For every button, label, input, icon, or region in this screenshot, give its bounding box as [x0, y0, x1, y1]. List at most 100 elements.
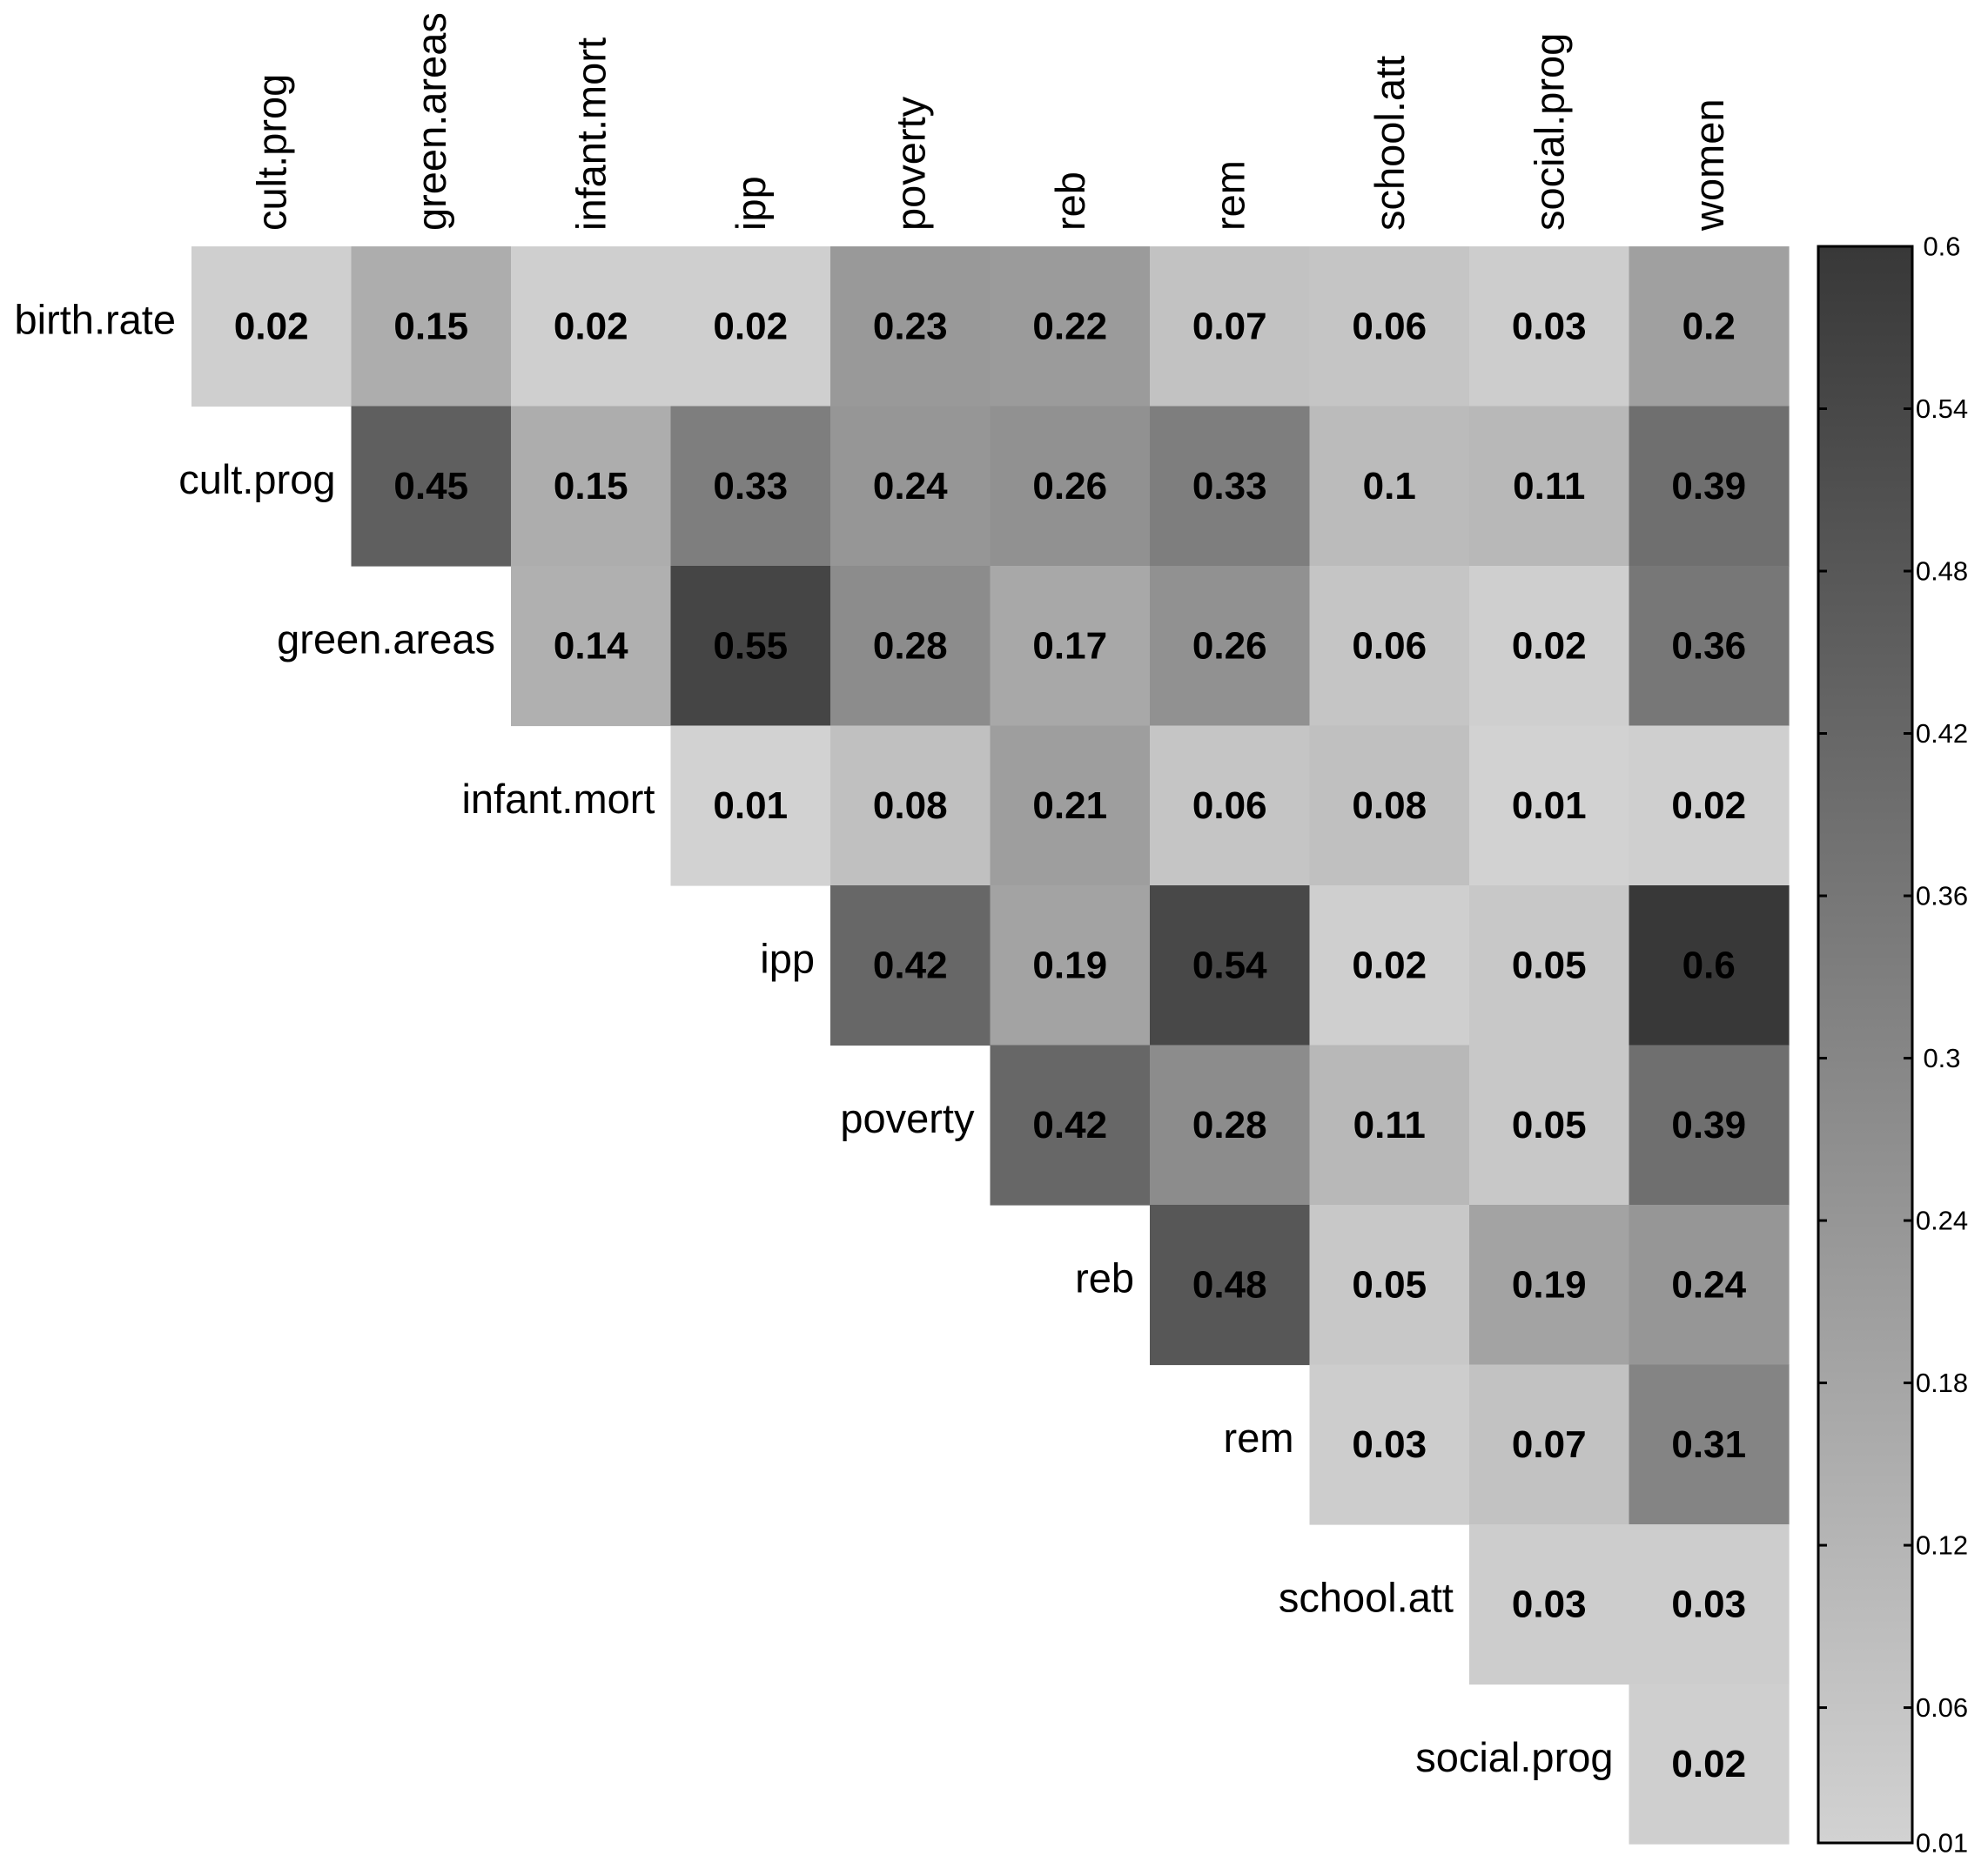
cell-value-label: 0.01 — [1512, 784, 1587, 827]
heatmap-cell-birth.rate-ipp — [670, 246, 831, 407]
colorbar-tick-label: 0.3 — [1923, 1043, 1960, 1073]
cell-value-label: 0.02 — [234, 305, 309, 347]
cell-value-label: 0.6 — [1682, 944, 1736, 986]
cell-value-label: 0.03 — [1512, 1583, 1587, 1625]
colorbar-tick-label: 0.12 — [1916, 1530, 1968, 1561]
cell-value-label: 0.24 — [873, 465, 948, 508]
heatmap-cell-green.areas-ipp — [670, 566, 831, 727]
heatmap-cell-green.areas-women — [1629, 566, 1790, 727]
cell-value-label: 0.42 — [873, 944, 948, 986]
cell-value-label: 0.22 — [1032, 305, 1107, 347]
cell-value-label: 0.11 — [1353, 1104, 1426, 1146]
cell-value-label: 0.06 — [1192, 784, 1267, 827]
heatmap-cell-birth.rate-rem — [1150, 246, 1311, 407]
column-label-reb: reb — [1047, 171, 1093, 231]
cell-value-label: 0.21 — [1032, 784, 1107, 827]
cell-value-label: 0.54 — [1192, 944, 1267, 986]
heatmap-cell-infant.mort-school.att — [1309, 725, 1470, 886]
cell-value-label: 0.02 — [1352, 944, 1427, 986]
column-label-cult.prog: cult.prog — [248, 74, 294, 231]
cell-value-label: 0.33 — [1192, 465, 1267, 508]
row-label-infant.mort: infant.mort — [461, 776, 655, 822]
heatmap-cell-poverty-social.prog — [1469, 1045, 1630, 1206]
heatmap-cell-green.areas-social.prog — [1469, 566, 1630, 727]
heatmap-cell-green.areas-school.att — [1309, 566, 1470, 727]
cell-value-label: 0.55 — [713, 624, 788, 667]
row-label-rem: rem — [1224, 1415, 1294, 1461]
heatmap-cell-cult.prog-rem — [1150, 406, 1311, 567]
heatmap-cell-ipp-rem — [1150, 885, 1311, 1046]
heatmap-cell-infant.mort-reb — [990, 725, 1151, 886]
column-label-green.areas: green.areas — [408, 12, 454, 231]
cell-value-label: 0.02 — [1512, 624, 1587, 667]
cell-value-label: 0.11 — [1513, 465, 1585, 508]
heatmap-cell-ipp-poverty — [830, 885, 991, 1046]
cell-value-label: 0.39 — [1671, 1104, 1746, 1146]
row-label-poverty: poverty — [840, 1095, 975, 1141]
row-label-cult.prog: cult.prog — [178, 456, 335, 502]
heatmap-cell-rem-school.att — [1309, 1364, 1470, 1525]
colorbar-tick-label: 0.24 — [1916, 1206, 1968, 1236]
row-label-green.areas: green.areas — [277, 615, 495, 662]
heatmap-cell-birth.rate-cult.prog — [191, 246, 353, 407]
row-label-ipp: ipp — [760, 935, 815, 981]
cell-value-label: 0.33 — [713, 465, 788, 508]
heatmap-cell-infant.mort-social.prog — [1469, 725, 1630, 886]
heatmap-cell-birth.rate-infant.mort — [511, 246, 672, 407]
heatmap-cell-cult.prog-women — [1629, 406, 1790, 567]
heatmap-cell-birth.rate-reb — [990, 246, 1151, 407]
cell-value-label: 0.05 — [1512, 1104, 1587, 1146]
column-label-women: women — [1686, 98, 1732, 232]
heatmap-cell-green.areas-infant.mort — [511, 566, 672, 727]
row-label-social.prog: social.prog — [1415, 1734, 1613, 1780]
cell-value-label: 0.26 — [1032, 465, 1107, 508]
heatmap-cell-poverty-school.att — [1309, 1045, 1470, 1206]
heatmap-cell-birth.rate-green.areas — [351, 246, 512, 407]
cell-value-label: 0.19 — [1512, 1263, 1587, 1306]
colorbar-tick-label: 0.54 — [1916, 393, 1968, 424]
cell-value-label: 0.03 — [1671, 1583, 1746, 1625]
cell-value-label: 0.2 — [1682, 305, 1736, 347]
heatmap-cell-birth.rate-school.att — [1309, 246, 1470, 407]
colorbar-tick-label: 0.01 — [1916, 1828, 1968, 1859]
cell-value-label: 0.03 — [1512, 305, 1587, 347]
colorbar-tick-label: 0.18 — [1916, 1368, 1968, 1398]
cell-value-label: 0.06 — [1352, 305, 1427, 347]
cell-value-label: 0.07 — [1192, 305, 1267, 347]
heatmap-cell-infant.mort-poverty — [830, 725, 991, 886]
heatmap-cell-labels: 0.02 0.15 0.02 0.02 0.23 0.22 0.07 0.06 0.03 0.2 0… — [234, 305, 1747, 1785]
cell-value-label: 0.28 — [873, 624, 948, 667]
cell-value-label: 0.26 — [1192, 624, 1267, 667]
column-label-ipp: ipp — [728, 176, 774, 231]
column-label-rem: rem — [1206, 160, 1253, 231]
heatmap-cell-infant.mort-women — [1629, 725, 1790, 886]
colorbar-gradient — [1817, 245, 1914, 1845]
heatmap-cell-reb-social.prog — [1469, 1205, 1630, 1366]
heatmap-cell-cult.prog-ipp — [670, 406, 831, 567]
cell-value-label: 0.23 — [873, 305, 948, 347]
colorbar-tick-label: 0.48 — [1916, 556, 1968, 587]
cell-value-label: 0.01 — [713, 784, 788, 827]
colorbar-tick-label: 0.6 — [1923, 232, 1960, 262]
heatmap-cell-cult.prog-poverty — [830, 406, 991, 567]
cell-value-label: 0.08 — [873, 784, 948, 827]
heatmap-cell-ipp-women — [1629, 885, 1790, 1046]
heatmap-cell-birth.rate-poverty — [830, 246, 991, 407]
column-label-poverty: poverty — [887, 96, 933, 231]
heatmap-cells — [191, 246, 1790, 1845]
row-label-school.att: school.att — [1279, 1574, 1454, 1620]
cell-value-label: 0.08 — [1352, 784, 1427, 827]
cell-value-label: 0.14 — [554, 624, 628, 667]
cell-value-label: 0.42 — [1032, 1104, 1107, 1146]
column-label-infant.mort: infant.mort — [568, 37, 614, 231]
heatmap-cell-infant.mort-rem — [1150, 725, 1311, 886]
cell-value-label: 0.24 — [1671, 1263, 1746, 1306]
cell-value-label: 0.05 — [1352, 1263, 1427, 1306]
cell-value-label: 0.07 — [1512, 1423, 1587, 1466]
heatmap-cell-green.areas-rem — [1150, 566, 1311, 727]
cell-value-label: 0.03 — [1352, 1423, 1427, 1466]
colorbar-tick-label: 0.36 — [1916, 881, 1968, 911]
row-label-birth.rate: birth.rate — [15, 296, 176, 342]
heatmap-cell-reb-rem — [1150, 1205, 1311, 1366]
cell-value-label: 0.36 — [1671, 624, 1746, 667]
